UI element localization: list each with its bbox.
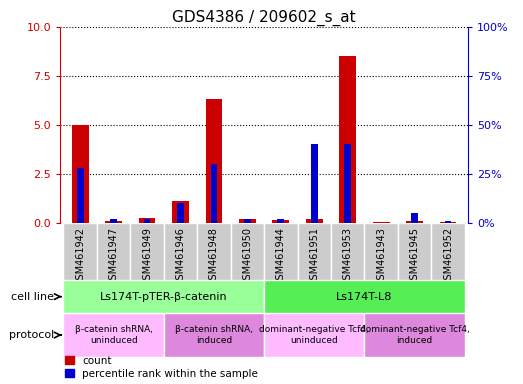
Bar — [373, 222, 390, 223]
Bar — [264, 223, 298, 280]
Bar — [139, 218, 155, 223]
Bar — [431, 223, 465, 280]
Bar — [406, 221, 423, 223]
Text: GSM461945: GSM461945 — [410, 227, 419, 286]
Bar — [244, 219, 251, 223]
Text: β-catenin shRNA,
induced: β-catenin shRNA, induced — [175, 325, 253, 345]
Text: GSM461948: GSM461948 — [209, 227, 219, 286]
Bar — [445, 221, 451, 223]
Text: GSM461951: GSM461951 — [309, 227, 319, 286]
Bar — [63, 280, 264, 313]
Bar — [331, 223, 365, 280]
Bar — [164, 223, 197, 280]
Bar — [164, 313, 264, 357]
Bar — [77, 168, 84, 223]
Text: protocol: protocol — [9, 330, 58, 340]
Bar — [339, 56, 356, 223]
Text: GSM461953: GSM461953 — [343, 227, 353, 286]
Bar — [172, 201, 189, 223]
Bar — [72, 125, 88, 223]
Bar — [298, 223, 331, 280]
Bar — [231, 223, 264, 280]
Bar — [365, 223, 398, 280]
Bar — [197, 223, 231, 280]
Bar — [239, 219, 256, 223]
Bar — [264, 313, 365, 357]
Bar — [264, 280, 465, 313]
Text: Ls174T-pTER-β-catenin: Ls174T-pTER-β-catenin — [100, 291, 228, 302]
Text: GSM461942: GSM461942 — [75, 227, 85, 286]
Bar — [97, 223, 130, 280]
Bar — [311, 144, 317, 223]
Bar — [130, 223, 164, 280]
Text: GSM461950: GSM461950 — [242, 227, 253, 286]
Text: Ls174T-L8: Ls174T-L8 — [336, 291, 393, 302]
Text: GSM461944: GSM461944 — [276, 227, 286, 286]
Bar — [440, 222, 457, 223]
Bar — [365, 313, 465, 357]
Text: dominant-negative Tcf4,
uninduced: dominant-negative Tcf4, uninduced — [259, 325, 369, 345]
Text: β-catenin shRNA,
uninduced: β-catenin shRNA, uninduced — [75, 325, 153, 345]
Bar — [344, 144, 351, 223]
Text: GSM461952: GSM461952 — [443, 227, 453, 286]
Bar — [272, 220, 289, 223]
Text: GSM461943: GSM461943 — [376, 227, 386, 286]
Text: GSM461947: GSM461947 — [109, 227, 119, 286]
Bar — [110, 219, 117, 223]
Title: GDS4386 / 209602_s_at: GDS4386 / 209602_s_at — [172, 9, 356, 25]
Text: dominant-negative Tcf4,
induced: dominant-negative Tcf4, induced — [360, 325, 470, 345]
Bar — [144, 219, 151, 223]
Bar — [398, 223, 431, 280]
Bar — [211, 164, 217, 223]
Bar — [306, 219, 323, 223]
Bar — [63, 313, 164, 357]
Legend: count, percentile rank within the sample: count, percentile rank within the sample — [65, 356, 258, 379]
Bar — [63, 223, 97, 280]
Text: cell line: cell line — [11, 291, 58, 302]
Bar — [411, 213, 418, 223]
Bar — [177, 203, 184, 223]
Text: GSM461949: GSM461949 — [142, 227, 152, 286]
Text: GSM461946: GSM461946 — [176, 227, 186, 286]
Bar — [105, 221, 122, 223]
Bar — [278, 219, 284, 223]
Bar — [206, 99, 222, 223]
